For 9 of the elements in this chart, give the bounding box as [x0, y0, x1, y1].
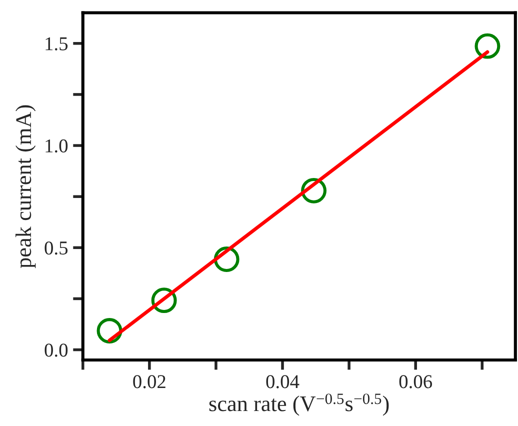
y-tick-label: 0.0	[44, 344, 68, 357]
x-axis-title: scan rate (V$^{−0.5}$s$^{−0.5}$)	[209, 394, 389, 416]
y-axis-title: peak current (mA)	[16, 105, 36, 268]
x-tick-label: 0.02	[133, 375, 166, 388]
y-tick-label: 0.5	[44, 241, 68, 255]
y-tick-label: 1.5	[46, 37, 68, 50]
x-tick-label: 0.06	[399, 375, 432, 388]
y-tick-label: 1.0	[46, 139, 68, 153]
x-tick-label: 0.04	[266, 375, 300, 388]
